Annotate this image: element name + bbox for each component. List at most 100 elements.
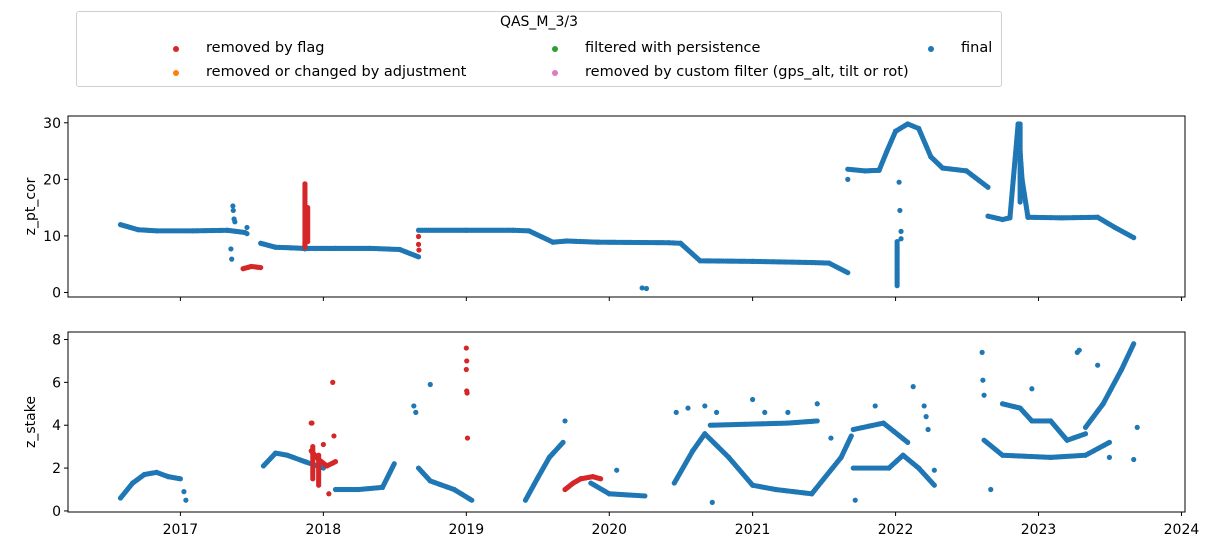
data-point [848,433,854,439]
data-point [931,482,937,488]
data-point [614,467,620,473]
data-point [925,426,931,433]
y-tick-label: 6 [52,375,61,391]
axes-frame [67,331,1186,513]
legend-marker-icon [552,70,558,76]
data-point [673,409,679,415]
series-final [117,341,1140,505]
chart-panel-2: 0 2 4 6 8 2017 2018 2019 2020 2021 2022 2023 2024 z_s… [23,331,1199,538]
data-point [244,231,250,237]
legend-item-removed-by-flag: removed by flag [173,40,325,56]
data-point [1131,341,1137,347]
x-tick-label: 2022 [878,522,914,538]
data-point [845,176,851,182]
data-point [872,403,878,409]
data-point [905,439,911,445]
data-point [898,228,904,234]
legend: QAS_M_3/3 removed by flag removed or cha… [76,11,1002,87]
legend-item-custom-filter: removed by custom filter (gps_alt, tilt … [552,64,909,80]
data-point [177,476,184,482]
data-point [896,179,902,185]
data-point [305,205,311,211]
data-point [391,461,397,467]
x-tick-label: 2020 [591,522,627,538]
data-point [598,476,604,482]
legend-label: removed or changed by adjustment [206,64,467,80]
data-point [643,285,650,292]
data-point [1131,456,1137,463]
data-point [814,418,820,424]
data-point [931,467,937,473]
data-point [1106,454,1113,460]
data-point [828,435,834,441]
data-point [230,203,236,209]
data-point [469,497,475,503]
data-point [415,241,422,247]
data-point [1095,362,1101,368]
legend-label: removed by flag [206,40,325,56]
data-point [416,247,422,253]
data-point [181,489,187,495]
y-tick-label: 0 [52,285,61,301]
data-point [244,224,250,231]
data-point [921,403,927,409]
data-point [309,420,315,426]
data-point [320,441,326,448]
data-point [463,366,469,373]
data-point [302,181,308,187]
data-point [845,270,851,276]
legend-item-final: final [928,40,993,56]
data-point [1082,431,1089,437]
legend-label: final [961,40,993,56]
data-point [326,491,332,497]
y-tick-label: 10 [43,229,61,245]
data-point [685,405,691,411]
data-point [709,499,715,505]
data-point [230,207,236,214]
legend-marker-icon [173,46,179,52]
y-tick-label: 4 [52,418,61,434]
plot-area [117,121,1137,292]
series-removed-by-flag [308,345,604,497]
data-point [1106,439,1113,445]
legend-item-filtered-persistence: filtered with persistence [552,40,761,56]
data-point [988,486,994,493]
data-point [910,384,916,390]
legend-label: filtered with persistence [585,40,761,56]
data-point [258,264,264,271]
data-point [979,349,985,355]
data-point [762,409,768,415]
y-tick-label: 8 [52,333,61,349]
data-point [981,392,987,398]
legend-title: QAS_M_3/3 [499,14,579,30]
chart-panel-1: 0 10 20 30 z_pt_cor [23,115,1186,301]
data-point [814,401,820,407]
plot-area [117,341,1140,505]
data-point [713,409,720,415]
data-point [463,345,469,351]
data-point [894,238,900,245]
data-point [411,403,417,409]
y-axis-label: z_pt_cor [23,177,39,235]
data-point [413,409,419,415]
data-point [232,219,238,225]
data-point [464,435,471,441]
data-point [560,439,566,445]
data-point [750,396,756,403]
data-point [923,414,929,420]
data-point [852,497,858,503]
y-axis-label: z_stake [23,396,39,448]
axes-frame [67,115,1186,298]
x-tick-label: 2023 [1021,522,1057,538]
x-tick-label: 2019 [448,522,484,538]
data-point [785,409,791,415]
data-point [642,493,648,499]
data-point [1134,424,1140,430]
series-final [117,121,1137,292]
data-point [985,184,991,190]
legend-marker-icon [552,46,558,52]
data-point [331,433,337,439]
data-point [183,497,189,503]
data-point [1131,235,1137,241]
data-point [639,285,645,291]
